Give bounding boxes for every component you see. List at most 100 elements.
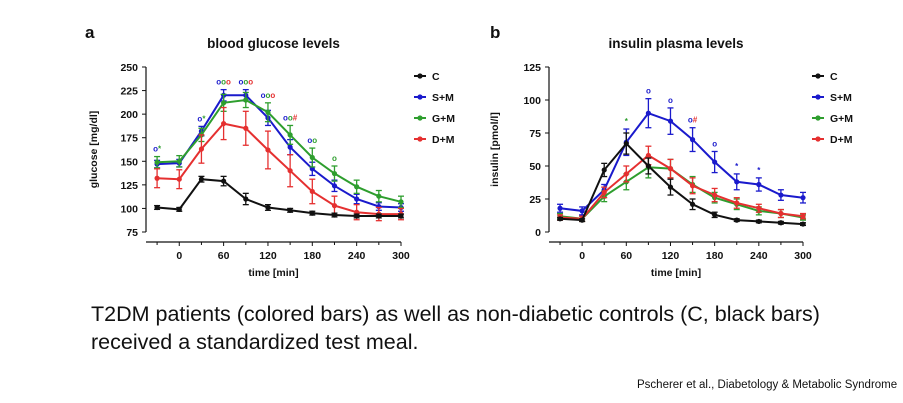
data-point bbox=[331, 203, 338, 209]
legend-marker bbox=[417, 115, 423, 121]
significance-symbol: o bbox=[332, 154, 337, 163]
data-point bbox=[800, 195, 806, 201]
y-tick-label: 100 bbox=[523, 95, 541, 107]
series-G+M bbox=[154, 91, 404, 209]
data-point bbox=[601, 189, 607, 195]
data-point bbox=[623, 140, 629, 147]
legend-label: S+M bbox=[432, 92, 454, 104]
x-tick-label: 300 bbox=[794, 250, 812, 262]
y-tick-label: 200 bbox=[120, 109, 138, 121]
significance-marker: * bbox=[625, 117, 629, 126]
data-point bbox=[243, 125, 249, 131]
significance-symbol: # bbox=[693, 116, 698, 125]
significance-symbol: o bbox=[226, 78, 231, 87]
significance-marker: o bbox=[712, 139, 717, 148]
significance-marker: ooo bbox=[261, 91, 276, 100]
significance-marker: ooo bbox=[238, 78, 253, 87]
significance-symbol: o bbox=[270, 91, 275, 100]
data-point bbox=[667, 184, 674, 190]
legend-item-S+M: S+M bbox=[812, 92, 852, 104]
x-tick-label: 300 bbox=[392, 250, 410, 262]
legend-label: G+M bbox=[432, 113, 455, 125]
significance-symbol: * bbox=[735, 162, 739, 171]
data-point bbox=[198, 176, 205, 182]
data-point bbox=[667, 166, 674, 172]
data-point bbox=[221, 120, 227, 127]
data-point bbox=[579, 217, 585, 223]
data-point bbox=[645, 163, 651, 169]
data-point bbox=[287, 144, 293, 150]
significance-symbol: * bbox=[158, 145, 162, 154]
data-point bbox=[176, 206, 182, 212]
data-point bbox=[198, 146, 205, 152]
legend-label: S+M bbox=[830, 92, 852, 104]
legend-label: D+M bbox=[830, 134, 853, 146]
data-point bbox=[265, 204, 271, 211]
data-point bbox=[601, 167, 607, 173]
series-line bbox=[559, 154, 804, 220]
significance-marker: o* bbox=[197, 114, 206, 123]
legend-marker bbox=[815, 94, 821, 100]
data-point bbox=[667, 118, 674, 124]
data-point bbox=[756, 218, 762, 225]
significance-symbol: o bbox=[712, 139, 717, 148]
data-point bbox=[154, 175, 160, 181]
significance-symbol: o bbox=[288, 113, 293, 122]
significance-symbol: o bbox=[238, 78, 243, 87]
data-point bbox=[734, 179, 740, 185]
data-point bbox=[309, 154, 315, 161]
y-tick-label: 225 bbox=[120, 86, 138, 98]
data-point bbox=[221, 178, 227, 184]
series-line bbox=[559, 142, 804, 226]
significance-symbol: o bbox=[266, 91, 271, 100]
significance-symbol: o bbox=[221, 78, 226, 87]
significance-marker: oo bbox=[307, 136, 317, 145]
x-axis-label: time [min] bbox=[651, 267, 701, 279]
data-point bbox=[712, 159, 718, 165]
data-point bbox=[778, 192, 784, 198]
data-point bbox=[778, 210, 784, 217]
data-point bbox=[243, 97, 249, 103]
data-point bbox=[756, 181, 762, 188]
y-axis-label: insulin [pmol/l] bbox=[489, 112, 501, 187]
data-point bbox=[645, 152, 651, 159]
data-point bbox=[557, 205, 563, 211]
series-line bbox=[157, 122, 401, 216]
data-point bbox=[309, 188, 315, 195]
significance-marker: o* bbox=[153, 145, 162, 154]
significance-symbol: o bbox=[261, 91, 266, 100]
x-tick-label: 60 bbox=[620, 250, 632, 262]
legend-marker bbox=[815, 136, 821, 142]
data-point bbox=[800, 221, 806, 227]
panel-letter: b bbox=[490, 23, 500, 42]
significance-symbol: o bbox=[153, 145, 158, 154]
x-tick-label: 120 bbox=[259, 250, 277, 262]
significance-symbol: o bbox=[248, 78, 253, 87]
data-point bbox=[579, 208, 585, 214]
legend-item-D+M: D+M bbox=[812, 134, 853, 146]
y-axis-label: glucose [mg/dl] bbox=[88, 111, 100, 189]
significance-symbol: o bbox=[283, 113, 288, 122]
data-point bbox=[331, 170, 338, 177]
significance-symbol: # bbox=[293, 113, 298, 122]
series-D+M bbox=[154, 106, 404, 222]
x-tick-label: 0 bbox=[176, 250, 182, 262]
data-point bbox=[734, 217, 740, 223]
charts-figure: a blood glucose levels 75 100 125 150 175 200 22… bbox=[85, 23, 853, 279]
significance-marker: oo# bbox=[283, 113, 298, 122]
y-tick-label: 125 bbox=[523, 62, 541, 74]
significance-symbol: o bbox=[312, 136, 317, 145]
x-tick-label: 240 bbox=[750, 250, 768, 262]
x-tick-label: 60 bbox=[218, 250, 230, 262]
series-line bbox=[157, 178, 401, 217]
legend-marker bbox=[815, 115, 821, 121]
significance-marker: ooo bbox=[216, 78, 231, 87]
x-tick-label: 120 bbox=[662, 250, 680, 262]
data-point bbox=[645, 110, 651, 116]
x-tick-label: 240 bbox=[348, 250, 366, 262]
y-tick-label: 250 bbox=[120, 62, 138, 74]
data-point bbox=[376, 213, 382, 219]
data-point bbox=[154, 159, 160, 165]
significance-marker: * bbox=[757, 166, 761, 175]
series-C bbox=[154, 175, 404, 219]
